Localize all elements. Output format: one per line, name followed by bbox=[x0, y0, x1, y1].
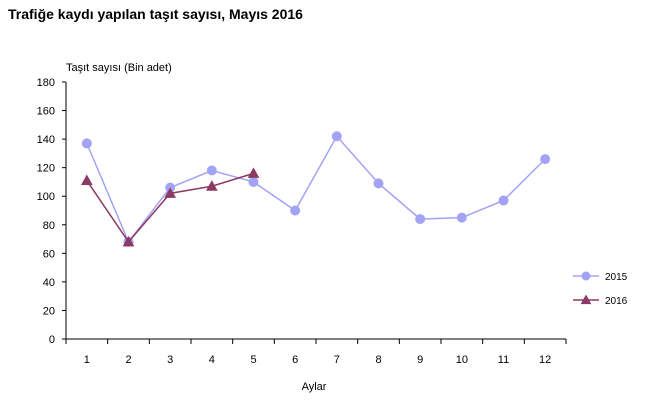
y-tick-label: 20 bbox=[43, 305, 55, 317]
data-point-2016 bbox=[164, 187, 177, 198]
x-tick-label: 12 bbox=[539, 354, 551, 366]
x-tick-label: 1 bbox=[84, 354, 90, 366]
data-point-2015 bbox=[373, 178, 384, 189]
legend-item-2016: 2016 bbox=[573, 294, 628, 307]
x-tick-label: 3 bbox=[167, 354, 173, 366]
legend-label: 2016 bbox=[605, 296, 628, 307]
x-tick-label: 6 bbox=[292, 354, 298, 366]
data-point-2015 bbox=[456, 212, 467, 223]
y-tick-label: 180 bbox=[37, 77, 55, 89]
y-tick-label: 160 bbox=[37, 106, 55, 118]
chart-title: Trafiğe kaydı yapılan taşıt sayısı, Mayı… bbox=[8, 6, 303, 22]
data-point-2016 bbox=[122, 235, 135, 247]
data-point-2015 bbox=[498, 195, 509, 206]
x-tick-label: 5 bbox=[250, 354, 256, 366]
data-point-2015 bbox=[81, 138, 92, 149]
x-tick-label: 11 bbox=[498, 354, 509, 366]
legend-marker bbox=[580, 294, 592, 305]
series-line-2015 bbox=[86, 134, 546, 244]
data-point-2016 bbox=[247, 167, 260, 178]
data-point-2015 bbox=[248, 176, 259, 187]
legend-item-2015: 2015 bbox=[573, 271, 628, 283]
legend-marker bbox=[581, 271, 591, 281]
y-tick-label: 140 bbox=[37, 134, 55, 146]
data-point-2016 bbox=[80, 174, 93, 186]
x-tick-label: 10 bbox=[456, 354, 468, 366]
y-tick-label: 80 bbox=[43, 220, 55, 232]
series-layer bbox=[80, 131, 551, 247]
legend-label: 2015 bbox=[605, 272, 628, 283]
x-tick-label: 9 bbox=[417, 354, 423, 366]
x-tick-label: 8 bbox=[375, 354, 381, 366]
series-2015 bbox=[81, 131, 551, 247]
data-point-2015 bbox=[540, 154, 551, 165]
y-tick-label: 0 bbox=[49, 334, 55, 346]
data-point-2015 bbox=[415, 214, 426, 225]
y-tick-label: 60 bbox=[43, 248, 55, 260]
y-tick-label: 40 bbox=[43, 277, 55, 289]
y-tick-label: 100 bbox=[37, 191, 55, 203]
legend: 2015 2016 bbox=[573, 271, 628, 307]
data-point-2015 bbox=[290, 205, 301, 216]
y-axis-title: Taşıt sayısı (Bin adet) bbox=[66, 62, 172, 74]
x-tick-label: 4 bbox=[209, 354, 215, 366]
data-point-2015 bbox=[331, 131, 342, 142]
x-axis-title: Aylar bbox=[302, 381, 327, 393]
x-tick-label: 7 bbox=[334, 354, 340, 366]
data-point-2015 bbox=[206, 165, 217, 176]
series-2016 bbox=[80, 167, 260, 247]
data-point-2016 bbox=[205, 180, 218, 191]
x-tick-label: 2 bbox=[125, 354, 131, 366]
y-tick-label: 120 bbox=[37, 163, 55, 175]
